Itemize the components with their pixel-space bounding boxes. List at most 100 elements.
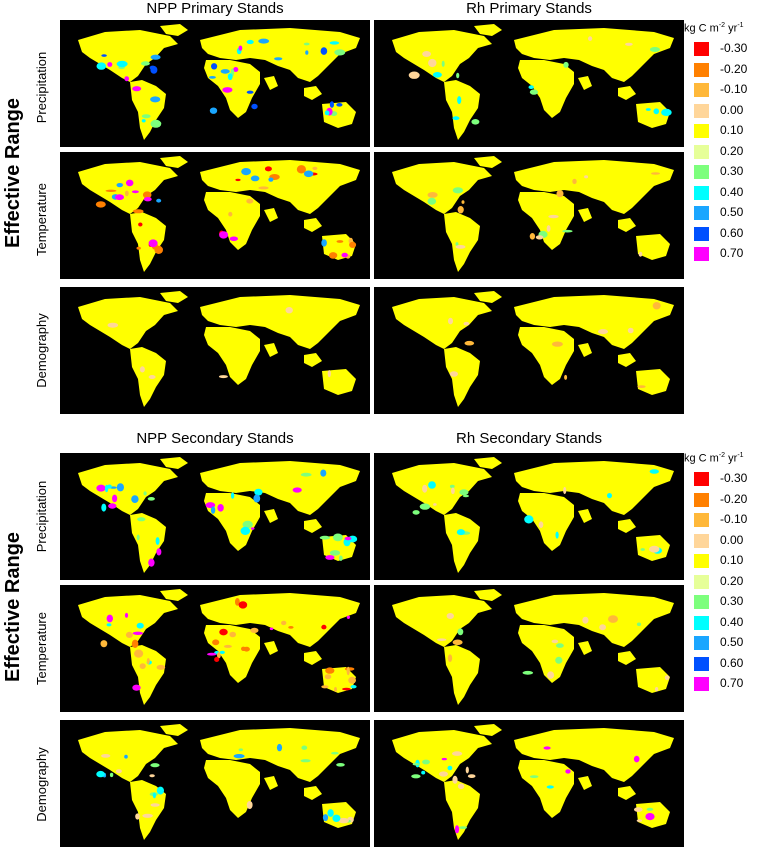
landmass xyxy=(264,641,278,655)
map-patch xyxy=(101,754,111,758)
map-patch xyxy=(132,684,141,691)
landmass xyxy=(514,461,674,515)
map-patch xyxy=(454,825,460,834)
map-patch xyxy=(447,765,453,771)
landmass xyxy=(514,28,674,82)
map-patch xyxy=(209,107,218,114)
map-panel xyxy=(374,20,684,147)
map-patch xyxy=(448,317,453,325)
map-patch xyxy=(461,200,465,204)
map-patch xyxy=(338,555,343,561)
landmass xyxy=(514,593,674,647)
landmass xyxy=(130,645,166,705)
map-panel xyxy=(374,453,684,580)
map-patch xyxy=(125,179,134,187)
landmass xyxy=(200,728,360,782)
map-patch xyxy=(547,671,555,679)
legend-swatch xyxy=(694,615,709,630)
map-panel xyxy=(60,152,370,279)
map-patch xyxy=(457,96,462,105)
map-patch xyxy=(336,103,343,107)
map-patch xyxy=(319,535,331,540)
landmass xyxy=(618,86,636,100)
map-patch xyxy=(138,222,143,227)
map-patch xyxy=(649,545,660,553)
landmass xyxy=(474,24,502,36)
legend-item: 0.00 xyxy=(694,532,754,550)
map-patch xyxy=(427,197,437,205)
legend-value: -0.20 xyxy=(720,61,748,76)
map-patch xyxy=(131,639,139,648)
map-patch xyxy=(107,322,119,328)
landmass xyxy=(304,651,322,665)
map-patch xyxy=(131,495,139,503)
map-patch xyxy=(246,801,253,809)
map-patch xyxy=(664,675,670,681)
map-patch xyxy=(422,759,430,765)
map-patch xyxy=(219,650,225,654)
map-patch xyxy=(106,623,112,627)
map-patch xyxy=(137,517,146,522)
landmass xyxy=(518,192,574,250)
map-patch xyxy=(522,670,534,675)
map-patch xyxy=(336,240,344,243)
map-patch xyxy=(528,85,534,90)
landmass xyxy=(636,102,670,128)
legend-value: -0.20 xyxy=(720,491,748,506)
legend-value: 0.30 xyxy=(720,164,744,178)
legend-item: 0.20 xyxy=(694,573,754,591)
map-patch xyxy=(462,494,469,498)
landmass xyxy=(578,641,592,655)
map-patch xyxy=(598,329,608,335)
map-patch xyxy=(240,526,251,535)
map-patch xyxy=(274,57,283,61)
legend-item: 0.40 xyxy=(694,614,754,632)
legend-value: -0.30 xyxy=(720,471,748,485)
map-patch xyxy=(546,225,551,232)
map-patch xyxy=(636,819,643,822)
landmass xyxy=(392,30,492,82)
legend-value: 0.10 xyxy=(720,123,744,137)
map-patch xyxy=(428,58,437,68)
map-patch xyxy=(136,534,140,541)
map-patch xyxy=(146,658,150,665)
map-patch xyxy=(320,469,327,477)
map-patch xyxy=(524,515,534,524)
landmass xyxy=(304,86,322,100)
map-patch xyxy=(649,469,659,474)
map-panel xyxy=(374,585,684,712)
map-patch xyxy=(96,770,105,778)
map-patch xyxy=(250,527,255,530)
landmass xyxy=(474,457,502,469)
map-patch xyxy=(95,201,106,208)
map-patch xyxy=(608,615,618,623)
map-patch xyxy=(104,484,109,493)
map-patch xyxy=(246,39,254,45)
map-patch xyxy=(96,484,106,492)
map-patch xyxy=(150,96,161,103)
map-patch xyxy=(451,487,455,495)
map-patch xyxy=(132,631,144,635)
landmass xyxy=(618,353,636,367)
map-patch xyxy=(467,774,476,778)
world-map xyxy=(374,453,684,580)
legend-swatch xyxy=(694,206,709,220)
legend-value: 0.00 xyxy=(720,102,744,117)
map-patch xyxy=(116,183,123,188)
map-patch xyxy=(235,178,241,182)
world-map xyxy=(60,720,370,847)
world-map xyxy=(60,20,370,147)
map-patch xyxy=(303,170,314,178)
map-patch xyxy=(428,481,436,489)
landmass xyxy=(78,595,178,647)
section-primary-stands: NPP Primary Stands Rh Primary Stands Eff… xyxy=(0,0,759,420)
map-patch xyxy=(563,61,569,68)
map-patch xyxy=(459,489,469,496)
map-patch xyxy=(149,774,155,778)
map-panel xyxy=(60,453,370,580)
map-patch xyxy=(148,375,156,379)
map-patch xyxy=(150,66,158,74)
world-map xyxy=(374,720,684,847)
legend-item: 0.50 xyxy=(694,634,754,652)
landmass xyxy=(78,730,178,782)
